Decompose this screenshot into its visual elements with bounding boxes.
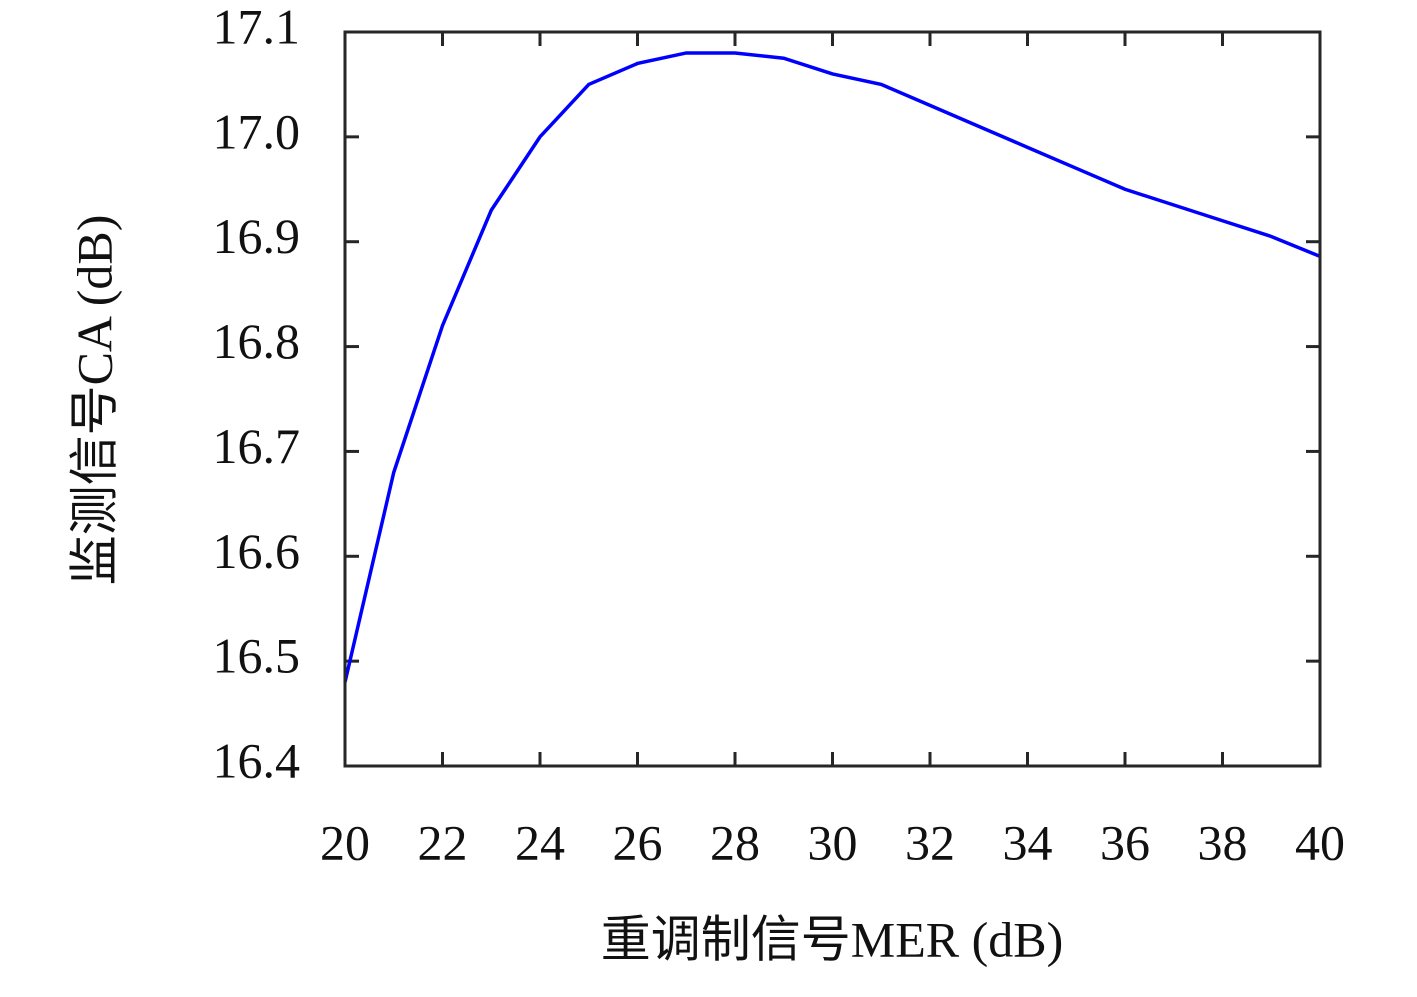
x-tick-label: 24	[515, 814, 565, 870]
y-tick-label: 16.7	[213, 418, 301, 474]
line	[343, 51, 1321, 683]
y-tick-label: 16.5	[213, 628, 301, 684]
x-tick-label: 26	[613, 814, 663, 870]
x-axis-label: 重调制信号MER (dB)	[601, 911, 1064, 967]
x-tick-label: 30	[808, 814, 858, 870]
x-tick-label: 22	[418, 814, 468, 870]
y-tick-label: 16.8	[213, 313, 301, 369]
plot-frame	[343, 30, 1322, 768]
x-tick-label: 28	[710, 814, 760, 870]
y-tick-label: 16.4	[213, 732, 301, 788]
x-tick-label: 32	[905, 814, 955, 870]
x-tick-label: 34	[1003, 814, 1053, 870]
y-tick-label: 17.0	[213, 103, 301, 159]
y-axis-label: 监测信号CA (dB)	[66, 215, 122, 586]
y-tick-label: 16.9	[213, 208, 301, 264]
x-tick-label: 40	[1295, 814, 1345, 870]
y-tick-label: 17.1	[213, 0, 301, 54]
x-tick-label: 36	[1100, 814, 1150, 870]
x-tick-label: 20	[320, 814, 370, 870]
y-tick-label: 16.6	[213, 523, 301, 579]
x-tick-label: 38	[1198, 814, 1248, 870]
